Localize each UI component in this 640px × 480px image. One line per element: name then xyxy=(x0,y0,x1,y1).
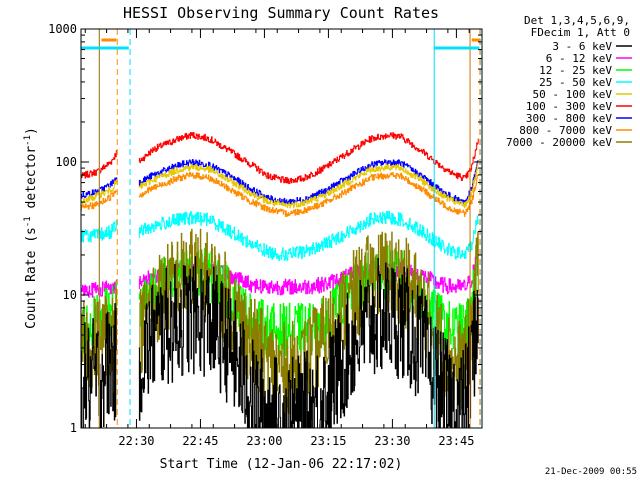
series-line xyxy=(138,256,479,428)
legend-label: 12 - 25 keV xyxy=(539,64,612,77)
x-axis-label: Start Time (12-Jan-06 22:17:02) xyxy=(160,457,403,472)
legend: Det 1,3,4,5,6,9,FDecim 1, Att 03 - 6 keV… xyxy=(506,14,632,149)
series-line xyxy=(138,171,479,217)
y-tick-label: 1000 xyxy=(48,22,77,36)
y-tick-label: 1 xyxy=(70,421,77,435)
y-axis-label: Count Rate (s-1 detector-1) xyxy=(23,127,39,329)
x-tick-label: 23:45 xyxy=(438,434,474,448)
legend-label: 3 - 6 keV xyxy=(552,40,612,53)
chart-title: HESSI Observing Summary Count Rates xyxy=(123,4,439,22)
x-tick-label: 23:15 xyxy=(310,434,346,448)
x-tick-label: 22:45 xyxy=(182,434,218,448)
y-tick-label: 100 xyxy=(55,155,77,169)
plot-frame xyxy=(80,28,483,429)
x-tick-label: 23:00 xyxy=(246,434,282,448)
footer-timestamp: 21-Dec-2009 00:55 xyxy=(545,467,637,477)
y-axis: 1 10 100 1000 xyxy=(48,22,482,435)
legend-header: Det 1,3,4,5,6,9, xyxy=(524,14,630,27)
series-line xyxy=(138,211,479,261)
legend-header: FDecim 1, Att 0 xyxy=(531,26,630,39)
legend-label: 25 - 50 keV xyxy=(539,76,612,89)
legend-label: 800 - 7000 keV xyxy=(519,124,612,137)
attenuator-overlay xyxy=(81,29,481,428)
series-line xyxy=(138,159,479,205)
legend-label: 7000 - 20000 keV xyxy=(506,136,612,149)
legend-label: 100 - 300 keV xyxy=(526,100,612,113)
y-tick-label: 10 xyxy=(63,288,77,302)
legend-label: 50 - 100 keV xyxy=(533,88,613,101)
x-axis: 22:30 22:45 23:00 23:15 23:30 23:45 xyxy=(84,29,474,448)
series-line xyxy=(138,163,479,209)
legend-label: 300 - 800 keV xyxy=(526,112,612,125)
x-tick-label: 23:30 xyxy=(374,434,410,448)
series-layer xyxy=(81,132,479,428)
series-line xyxy=(138,132,479,185)
x-tick-label: 22:30 xyxy=(118,434,154,448)
legend-label: 6 - 12 keV xyxy=(546,52,613,65)
